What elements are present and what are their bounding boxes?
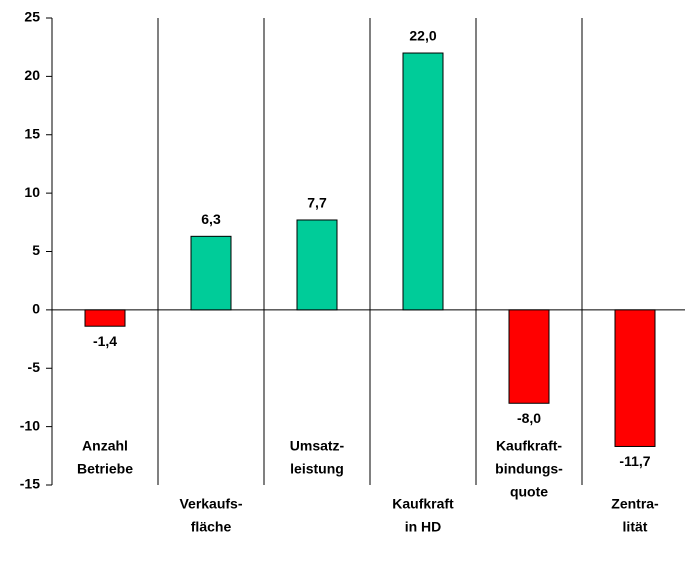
- value-label: 6,3: [201, 211, 221, 227]
- value-label: -8,0: [517, 410, 541, 426]
- y-tick-label: -15: [20, 476, 40, 492]
- x-tick-label: fläche: [191, 519, 232, 535]
- x-tick-label: quote: [510, 484, 548, 500]
- bar: [508, 309, 550, 404]
- y-tick-label: 5: [32, 242, 40, 258]
- y-tick-label: 0: [32, 301, 40, 317]
- x-tick-label: bindungs-: [495, 461, 563, 477]
- value-label: 7,7: [307, 195, 327, 211]
- bar: [190, 235, 232, 311]
- x-tick-label: lität: [623, 519, 648, 535]
- x-tick-label: Kaufkraft: [392, 496, 454, 512]
- x-tick-label: Verkaufs-: [179, 496, 242, 512]
- y-tick-label: 10: [24, 184, 40, 200]
- value-label: 22,0: [409, 28, 436, 44]
- x-tick-label: Umsatz-: [290, 438, 345, 454]
- value-label: -1,4: [93, 333, 117, 349]
- bar: [296, 219, 338, 311]
- bar: [84, 309, 126, 327]
- x-tick-label: in HD: [405, 519, 442, 535]
- y-tick-label: -10: [20, 417, 40, 433]
- x-tick-label: Kaufkraft-: [496, 438, 562, 454]
- value-label: -11,7: [619, 453, 650, 469]
- x-tick-label: leistung: [290, 461, 344, 477]
- y-tick-label: -5: [28, 359, 41, 375]
- x-tick-label: Anzahl: [82, 438, 128, 454]
- x-tick-label: Zentra-: [611, 496, 659, 512]
- x-tick-label: Betriebe: [77, 461, 133, 477]
- y-tick-label: 20: [24, 67, 40, 83]
- y-tick-label: 25: [24, 9, 40, 25]
- bar: [402, 52, 444, 311]
- y-tick-label: 15: [24, 125, 40, 141]
- bar: [614, 309, 656, 447]
